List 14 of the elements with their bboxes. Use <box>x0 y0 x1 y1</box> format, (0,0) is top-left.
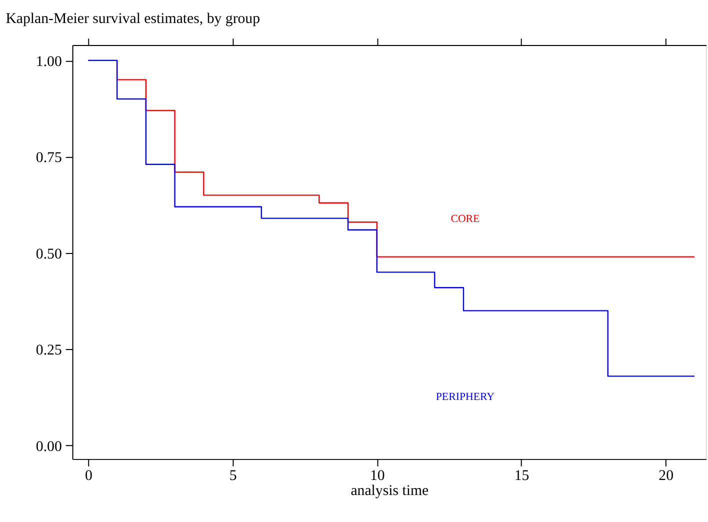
text: CORE <box>450 212 480 225</box>
y-tick-label: 0.00 <box>36 438 62 455</box>
chart-title: Kaplan-Meier survival estimates, by group <box>6 10 260 27</box>
y-tick-label: 0.25 <box>36 342 62 359</box>
x-tick-label: 0 <box>84 468 92 484</box>
x-tick-label: 20 <box>658 468 674 484</box>
x-tick-label: 15 <box>514 468 530 484</box>
x-tick-label: 10 <box>370 468 385 484</box>
text: PERIPHERY <box>436 390 495 403</box>
x-axis-title: analysis time <box>350 483 430 500</box>
y-tick-label: 0.75 <box>36 150 62 166</box>
y-tick-label: 1.00 <box>36 54 62 70</box>
x-tick-label: 5 <box>229 468 237 484</box>
y-tick-label: 0.50 <box>36 246 62 262</box>
